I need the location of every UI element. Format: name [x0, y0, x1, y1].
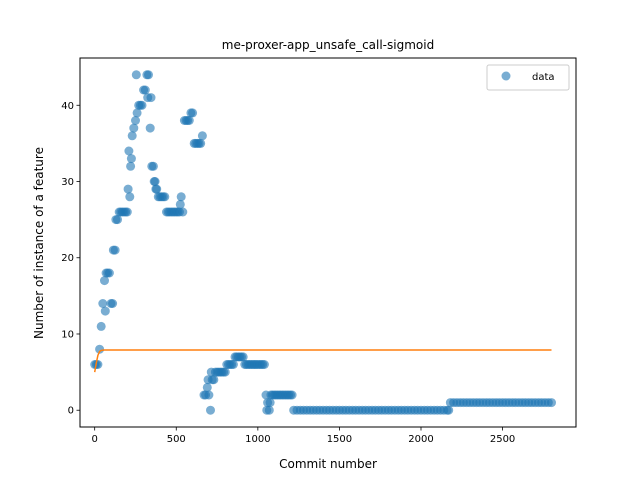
- data-point: [131, 70, 141, 80]
- data-point: [202, 382, 212, 392]
- y-tick-label: 10: [61, 329, 74, 340]
- chart-title: me-proxer-app_unsafe_call-sigmoid: [222, 38, 434, 52]
- data-point: [228, 360, 238, 369]
- data-point: [144, 70, 153, 80]
- data-point: [547, 398, 556, 408]
- y-tick-label: 0: [68, 406, 74, 417]
- x-tick-label: 500: [167, 434, 186, 445]
- data-point: [204, 390, 214, 400]
- legend-label-data: data: [532, 72, 555, 83]
- x-axis: 0 500 1000 1500 2000 2500: [91, 427, 515, 445]
- legend-box: [486, 64, 570, 91]
- data-point: [238, 352, 248, 362]
- legend: data: [486, 64, 570, 91]
- x-tick-label: 2000: [408, 434, 433, 445]
- data-point: [206, 405, 215, 415]
- data-marks: [90, 70, 556, 415]
- data-point: [123, 184, 133, 194]
- data-point: [132, 108, 142, 118]
- data-point: [178, 207, 188, 217]
- data-point: [104, 268, 114, 278]
- y-axis-label: Number of instance of a feature: [32, 147, 46, 339]
- data-point: [108, 299, 118, 308]
- data-point: [127, 131, 137, 141]
- x-tick-label: 1500: [327, 434, 352, 445]
- data-point: [152, 184, 162, 194]
- plot-frame: [79, 57, 577, 428]
- data-point: [131, 116, 140, 125]
- data-point: [148, 161, 158, 171]
- data-point: [145, 123, 155, 133]
- y-tick-label: 20: [61, 253, 74, 264]
- y-tick-label: 30: [61, 177, 74, 188]
- y-axis: 0 10 20 30 40: [61, 101, 80, 417]
- data-point: [113, 215, 122, 225]
- data-point: [220, 367, 230, 377]
- data-point: [196, 138, 206, 148]
- data-point: [98, 299, 108, 308]
- x-tick-label: 0: [91, 434, 97, 445]
- data-point: [100, 276, 109, 286]
- x-tick-label: 1000: [245, 434, 270, 445]
- x-tick-label: 2500: [490, 434, 515, 445]
- data-point: [160, 192, 170, 202]
- fit-line: [93, 349, 552, 373]
- y-tick-label: 40: [61, 101, 74, 112]
- data-point: [265, 398, 275, 408]
- data-point: [444, 405, 454, 415]
- x-axis-label: Commit number: [279, 457, 377, 471]
- data-point: [137, 100, 147, 110]
- data-point: [100, 306, 110, 316]
- data-point: [126, 161, 136, 171]
- data-point: [124, 146, 134, 156]
- data-point: [122, 207, 132, 217]
- data-point: [129, 123, 139, 133]
- data-point: [287, 390, 297, 400]
- data-point: [126, 154, 136, 164]
- data-point: [140, 85, 150, 95]
- data-point: [184, 116, 194, 125]
- data-point: [176, 192, 186, 202]
- data-point: [197, 131, 207, 141]
- data-point: [110, 245, 120, 255]
- data-point: [150, 177, 160, 186]
- data-point: [259, 360, 269, 369]
- legend-marker-data: [501, 71, 511, 81]
- data-point: [95, 344, 105, 354]
- data-point: [209, 375, 219, 385]
- plot-area: [80, 58, 576, 427]
- data-point: [96, 321, 106, 331]
- data-point: [264, 405, 274, 415]
- data-point: [125, 192, 135, 202]
- data-point: [175, 199, 185, 209]
- data-point: [188, 108, 198, 118]
- data-point: [146, 93, 156, 103]
